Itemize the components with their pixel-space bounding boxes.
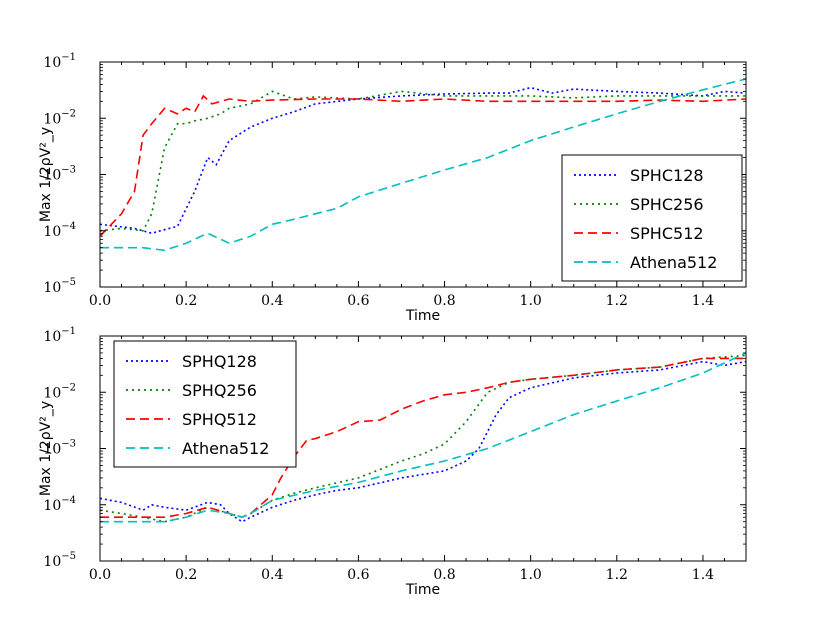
- series-group: [100, 78, 746, 252]
- x-tick-label: 0.8: [433, 567, 455, 583]
- y-tick-label: 10−5: [43, 277, 76, 296]
- series-line-sphc512: [100, 94, 746, 237]
- x-axis-label: Time: [405, 308, 440, 324]
- x-tick-label: 0.2: [175, 567, 197, 583]
- y-tick-label: 10−2: [43, 382, 76, 401]
- legend-label-sphc128: SPHC128: [630, 166, 704, 185]
- x-tick-label: 1.0: [520, 567, 542, 583]
- legend-label-athena512: Athena512: [630, 253, 717, 272]
- x-tick-label: 1.2: [606, 293, 628, 309]
- legend-label-sphq256: SPHQ256: [182, 381, 257, 400]
- legend: SPHC128 SPHC256 SPHC512 Athena512: [561, 154, 743, 282]
- y-tick-label: 10−1: [43, 326, 76, 345]
- x-tick-label: 0.6: [347, 293, 369, 309]
- series-line-sphq512: [100, 357, 746, 519]
- y-tick-label: 10−4: [43, 495, 76, 514]
- x-tick-label: 0.6: [347, 567, 369, 583]
- legend-label-athena512: Athena512: [182, 439, 269, 458]
- legend-box: [561, 154, 743, 282]
- y-axis-label: Max 1/2ρV²_y: [38, 127, 54, 222]
- series-line-sphc256: [100, 90, 746, 232]
- legend-label-sphq512: SPHQ512: [182, 410, 257, 429]
- x-tick-label: 1.4: [692, 293, 714, 309]
- x-tick-label: 0.4: [261, 567, 283, 583]
- y-tick-label: 10−4: [43, 221, 76, 240]
- x-tick-label: 0.8: [433, 293, 455, 309]
- series-line-sphq256: [100, 354, 746, 523]
- y-tick-label: 10−5: [43, 551, 76, 570]
- series-line-athena512: [100, 352, 746, 523]
- chart-panel-1: 0.0 0.2 0.4 0.6 0.8 1.0 1.2 1.4 10−5 10−4 10−3 10−2…: [38, 52, 747, 324]
- legend-label-sphc512: SPHC512: [630, 224, 704, 243]
- x-tick-label: 0.2: [175, 293, 197, 309]
- y-tick-label: 10−3: [43, 439, 76, 458]
- y-tick-label: 10−2: [43, 108, 76, 127]
- legend-label-sphq128: SPHQ128: [182, 352, 257, 371]
- legend-label-sphc256: SPHC256: [630, 195, 704, 214]
- x-tick-label: 1.2: [606, 567, 628, 583]
- series-line-sphc128: [100, 86, 746, 235]
- chart-panel-2: 0.0 0.2 0.4 0.6 0.8 1.0 1.2 1.4 10−5 10−4 10−3 10−2…: [38, 326, 747, 598]
- x-tick-label: 0.4: [261, 293, 283, 309]
- series-line-sphq128: [100, 360, 746, 523]
- legend: SPHQ128 SPHQ256 SPHQ512 Athena512: [113, 340, 297, 468]
- y-axis-label: Max 1/2ρV²_y: [38, 401, 54, 496]
- x-tick-label: 0.0: [89, 567, 111, 583]
- x-tick-label: 1.4: [692, 567, 714, 583]
- x-axis-label: Time: [405, 582, 440, 598]
- y-tick-label: 10−1: [43, 52, 76, 71]
- y-tick-label: 10−3: [43, 165, 76, 184]
- x-tick-label: 1.0: [520, 293, 542, 309]
- series-group: [100, 352, 746, 523]
- x-tick-label: 0.0: [89, 293, 111, 309]
- legend-box: [113, 340, 297, 468]
- series-line-athena512: [100, 78, 746, 252]
